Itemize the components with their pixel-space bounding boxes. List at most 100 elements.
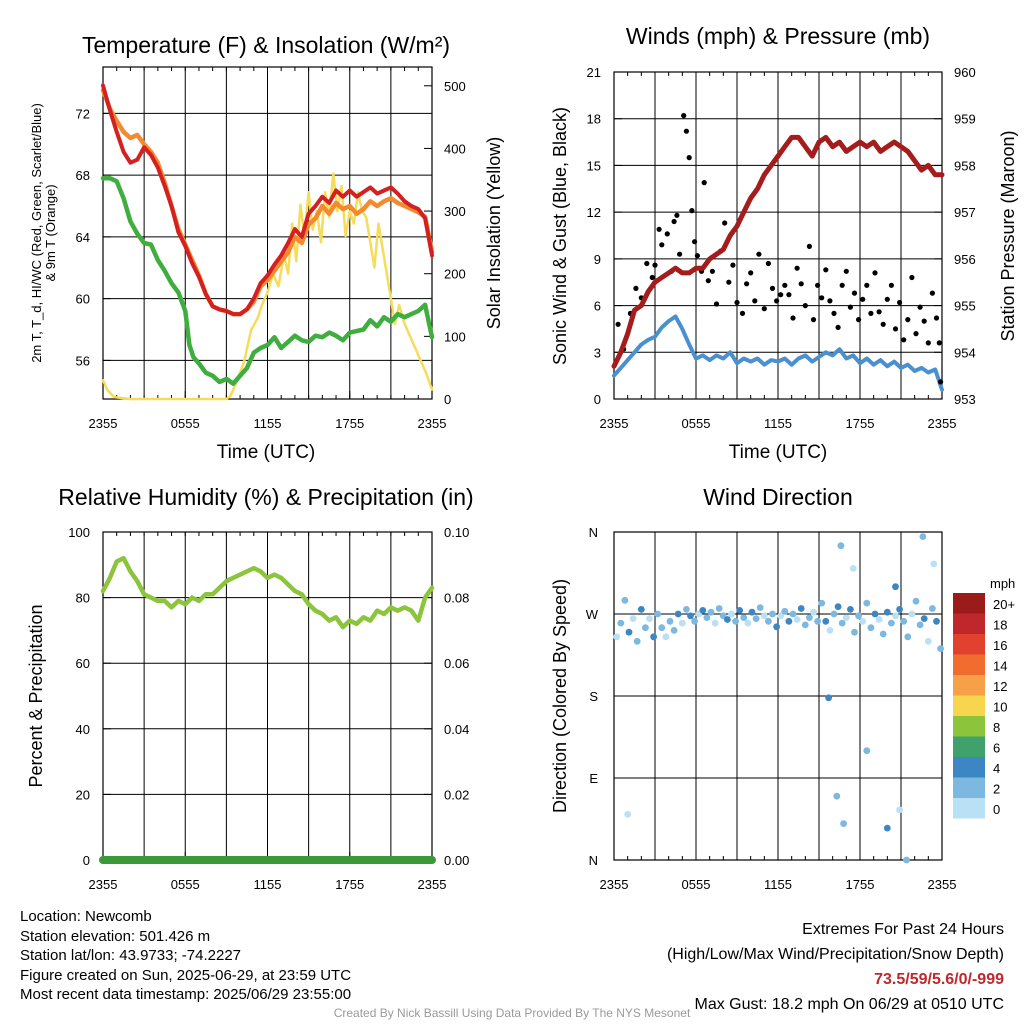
direction-point bbox=[933, 617, 940, 625]
gust-point bbox=[722, 220, 728, 226]
direction-point bbox=[826, 627, 834, 634]
legend-label: 8 bbox=[993, 720, 1000, 735]
winds-title: Winds (mph) & Pressure (mb) bbox=[626, 23, 930, 49]
humidity-title: Relative Humidity (%) & Precipitation (i… bbox=[58, 484, 473, 510]
direction-point bbox=[683, 606, 690, 613]
direction-point bbox=[711, 619, 719, 627]
gust-point bbox=[872, 270, 878, 276]
direction-point bbox=[773, 623, 780, 631]
gust-point bbox=[888, 282, 895, 288]
direction-point bbox=[930, 560, 938, 568]
direction-point bbox=[736, 607, 744, 614]
direction-point bbox=[916, 621, 924, 629]
direction-point bbox=[699, 607, 707, 614]
x-tick-label: 2355 bbox=[418, 416, 447, 431]
y-tick-label: 72 bbox=[76, 106, 90, 121]
y2-tick-label: 953 bbox=[954, 392, 976, 407]
temperature-title: Temperature (F) & Insolation (W/m²) bbox=[82, 32, 450, 58]
x-tick-label: 2355 bbox=[928, 416, 957, 431]
direction-point bbox=[840, 820, 847, 827]
legend-label: 20+ bbox=[993, 597, 1015, 612]
x-tick-label: 0555 bbox=[171, 416, 200, 431]
y-tick-label: 0 bbox=[83, 853, 90, 868]
y-tick-label: 18 bbox=[587, 112, 601, 127]
direction-point bbox=[810, 608, 817, 616]
y2-tick-label: 0.10 bbox=[444, 525, 469, 540]
legend-swatch bbox=[953, 798, 985, 819]
gust-point bbox=[847, 304, 854, 310]
gust-point bbox=[831, 310, 837, 316]
gust-point bbox=[739, 310, 746, 316]
gust-point bbox=[681, 113, 687, 119]
temperature-xlabel: Time (UTC) bbox=[217, 442, 316, 463]
gust-point bbox=[778, 292, 784, 298]
gust-point bbox=[765, 260, 772, 267]
direction-point bbox=[929, 605, 936, 612]
gust-point bbox=[929, 290, 936, 296]
direction-point bbox=[892, 583, 899, 591]
gust-point bbox=[786, 292, 792, 298]
gust-point bbox=[864, 282, 870, 288]
y2-tick-label: 0.04 bbox=[444, 722, 469, 737]
pressure-line bbox=[611, 134, 945, 369]
gust-point bbox=[839, 282, 845, 288]
direction-point bbox=[756, 604, 764, 611]
direction-point bbox=[760, 612, 768, 620]
gust-point bbox=[810, 317, 817, 323]
x-tick-label: 2355 bbox=[600, 416, 629, 431]
legend-swatch bbox=[953, 757, 985, 778]
direction-point bbox=[837, 542, 845, 550]
direction-point bbox=[624, 811, 632, 818]
gust-point bbox=[730, 262, 736, 268]
direction-point bbox=[703, 614, 711, 621]
y2-tick-label: 300 bbox=[444, 204, 466, 219]
direction-point bbox=[650, 633, 657, 641]
y-tick-label: 64 bbox=[76, 230, 90, 245]
direction-point bbox=[924, 637, 932, 645]
direction-point bbox=[849, 565, 857, 572]
gust-point bbox=[705, 278, 711, 284]
legend-swatch bbox=[953, 695, 985, 716]
direction-point bbox=[871, 610, 879, 618]
y-tick-label: 60 bbox=[76, 292, 90, 307]
direction-point bbox=[855, 612, 862, 620]
dewpoint-line bbox=[100, 175, 435, 386]
y-tick-label: 9 bbox=[594, 252, 601, 267]
direction-ylabel: Direction (Colored By Speed) bbox=[550, 579, 570, 813]
x-tick-label: 0555 bbox=[682, 877, 711, 892]
gust-point bbox=[876, 309, 882, 315]
direction-point bbox=[633, 637, 641, 645]
y-tick-label: 60 bbox=[76, 656, 90, 671]
y2-tick-label: 960 bbox=[954, 65, 976, 80]
y-tick-label: 3 bbox=[594, 345, 601, 360]
gust-point bbox=[671, 218, 677, 225]
temperature-panel: 2355 0555 1155 1755 2355 56 60 64 68 72 0 100 200 300… bbox=[76, 66, 466, 431]
station-location: Location: Newcomb bbox=[20, 908, 152, 925]
y2-tick-label: 500 bbox=[444, 79, 466, 94]
winds-panel: 2355 0555 1155 1755 2355 0 3 6 9 12 15 18 21 953 954 95… bbox=[587, 65, 976, 431]
direction-point bbox=[617, 619, 625, 627]
winds-xlabel: Time (UTC) bbox=[729, 442, 828, 463]
gust-point bbox=[884, 296, 890, 302]
legend-swatch bbox=[953, 613, 985, 634]
legend-label: 12 bbox=[993, 679, 1007, 694]
x-tick-label: 2355 bbox=[89, 877, 118, 892]
gust-point bbox=[901, 337, 907, 343]
winds-ylabel-left: Sonic Wind & Gust (Blue, Black) bbox=[550, 107, 570, 365]
gust-point bbox=[633, 285, 639, 291]
direction-point bbox=[687, 612, 694, 620]
direction-point bbox=[625, 628, 633, 636]
gust-point bbox=[644, 260, 650, 267]
speed-legend: mph 20+ 18 16 14 12 10 8 6 4 2 0 bbox=[953, 576, 1015, 819]
gust-point bbox=[892, 326, 899, 332]
x-tick-label: 1755 bbox=[846, 877, 875, 892]
direction-point bbox=[740, 614, 748, 621]
direction-point bbox=[900, 617, 908, 625]
x-tick-label: 2355 bbox=[600, 877, 629, 892]
gust-point bbox=[709, 268, 716, 274]
direction-point bbox=[903, 856, 910, 864]
direction-point bbox=[793, 616, 801, 623]
gust-point bbox=[860, 296, 866, 302]
x-tick-label: 1755 bbox=[846, 416, 875, 431]
gust-point bbox=[664, 231, 670, 237]
